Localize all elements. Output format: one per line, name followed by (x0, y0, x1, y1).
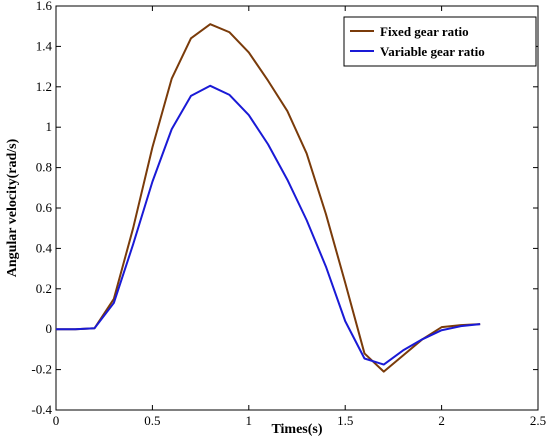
y-tick-label: 1.6 (36, 0, 53, 13)
series-layer (56, 23, 481, 373)
x-tick-label: 2 (438, 413, 445, 428)
legend-label-fixed-gear-ratio: Fixed gear ratio (380, 24, 469, 39)
axis-ticks: 0 0.5 1 1.5 2 2.5 -0.4 -0.2 0 0.2 0.4 0.6 0.8 1 1.2 1.4… (31, 0, 546, 428)
y-tick-label: 0.8 (36, 160, 52, 175)
y-tick-label: 1 (46, 119, 53, 134)
x-tick-label: 1 (246, 413, 253, 428)
y-tick-label: 0.2 (36, 281, 52, 296)
legend-label-variable-gear-ratio: Variable gear ratio (380, 44, 485, 59)
y-axis-title: Angular velocity(rad/s) (5, 138, 20, 277)
x-tick-label: 0 (53, 413, 60, 428)
x-axis-title: Times(s) (271, 422, 322, 437)
x-tick-label: 1.5 (337, 413, 353, 428)
y-tick-label: 1.2 (36, 79, 52, 94)
y-tick-label: 1.4 (36, 38, 53, 53)
y-tick-label: 0.4 (36, 240, 53, 255)
y-tick-label: 0 (46, 321, 53, 336)
plot-area (55, 5, 539, 411)
legend-box (343, 16, 537, 67)
series-line-fixed-gear-ratio (56, 23, 481, 373)
y-tick-label: 0.6 (36, 200, 53, 215)
x-tick-label: 2.5 (530, 413, 546, 428)
x-tick-label: 0.5 (144, 413, 160, 428)
y-tick-label: -0.4 (31, 402, 52, 417)
plot-border (55, 5, 539, 411)
series-line-variable-gear-ratio (56, 84, 481, 366)
y-tick-label: -0.2 (31, 362, 52, 377)
legend: Fixed gear ratio Variable gear ratio (343, 16, 537, 67)
